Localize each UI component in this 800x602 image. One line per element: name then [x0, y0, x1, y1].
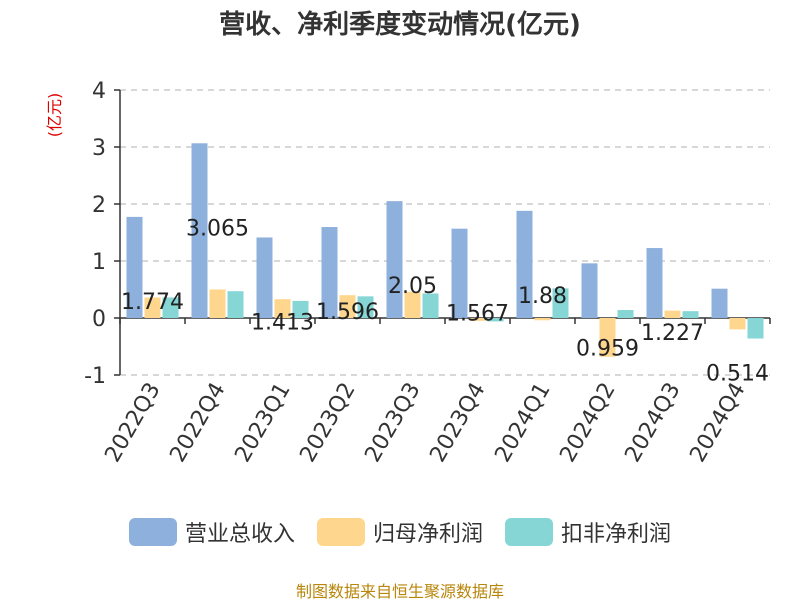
data-label-revenue: 1.227 — [641, 321, 704, 346]
bar-deducted-net-profit — [227, 291, 244, 318]
source-footer: 制图数据来自恒生聚源数据库 — [295, 582, 504, 601]
data-label-revenue: 1.596 — [316, 300, 379, 325]
bar-revenue — [126, 216, 143, 318]
legend-item-revenue[interactable]: 营业总收入 — [128, 516, 295, 548]
bar-deducted-net-profit — [357, 296, 374, 318]
bar-net-profit — [144, 297, 161, 318]
legend-swatch-revenue — [128, 518, 177, 546]
bar-net-profit — [469, 318, 486, 321]
data-label-revenue: 3.065 — [186, 216, 249, 241]
bar-revenue — [321, 227, 338, 318]
x-tick-label: 2022Q4 — [165, 379, 230, 467]
chart-title: 营收、净利季度变动情况(亿元) — [219, 10, 581, 40]
legend: 营业总收入 归母净利润 扣非净利润 — [0, 516, 800, 548]
bar-revenue — [191, 143, 208, 318]
x-tick-label: 2024Q3 — [620, 379, 685, 467]
y-tick-label: 1 — [92, 250, 106, 275]
y-tick-label: 0 — [92, 307, 106, 332]
bar-revenue — [646, 248, 663, 318]
bar-revenue — [256, 237, 273, 318]
bar-deducted-net-profit — [292, 300, 309, 318]
data-label-revenue: 2.05 — [388, 274, 437, 299]
bar-deducted-net-profit — [487, 318, 504, 322]
x-tick-label: 2024Q2 — [555, 379, 620, 467]
legend-label-net-profit: 归母净利润 — [372, 522, 483, 547]
bar-deducted-net-profit — [162, 297, 179, 318]
data-label-revenue: 0.514 — [706, 362, 769, 387]
y-tick-label: 3 — [92, 136, 106, 161]
bar-deducted-net-profit — [747, 318, 764, 339]
bar-deducted-net-profit — [422, 293, 439, 318]
data-label-revenue: 1.774 — [121, 290, 184, 315]
legend-swatch-net-profit — [316, 518, 365, 546]
bar-net-profit — [599, 318, 616, 357]
data-label-revenue: 1.413 — [251, 310, 314, 335]
y-tick-label: 4 — [92, 79, 106, 104]
x-tick-label: 2023Q1 — [230, 379, 295, 467]
data-label-revenue: 1.567 — [446, 302, 509, 327]
legend-item-deducted-net-profit[interactable]: 扣非净利润 — [505, 516, 671, 548]
bar-revenue — [711, 288, 728, 318]
y-tick-label: 2 — [92, 193, 106, 218]
data-label-revenue: 1.88 — [518, 284, 567, 309]
bar-net-profit — [209, 289, 226, 318]
bar-revenue — [581, 263, 598, 318]
bar-net-profit — [729, 318, 746, 330]
bar-net-profit — [274, 299, 291, 318]
bar-net-profit — [534, 318, 551, 321]
y-tick-label: -1 — [84, 364, 106, 389]
bar-revenue — [451, 228, 468, 318]
bar-revenue — [516, 210, 533, 318]
x-tick-label: 2024Q1 — [490, 379, 555, 467]
legend-label-deducted-net-profit: 扣非净利润 — [561, 522, 672, 547]
x-tick-label: 2023Q2 — [295, 379, 360, 467]
x-tick-label: 2024Q4 — [685, 379, 750, 467]
bar-net-profit — [339, 295, 356, 318]
legend-item-net-profit[interactable]: 归母净利润 — [316, 516, 483, 548]
bar-net-profit — [664, 310, 681, 318]
bar-revenue — [386, 201, 403, 318]
bar-deducted-net-profit — [682, 311, 699, 318]
x-tick-label: 2023Q4 — [425, 379, 490, 467]
y-axis-title: (亿元) — [45, 93, 64, 138]
data-labels: 1.774 3.065 1.413 1.596 2.05 1.567 1.88 0.9591.… — [121, 216, 769, 386]
legend-label-revenue: 营业总收入 — [184, 522, 295, 547]
x-tick-label: 2023Q3 — [360, 379, 425, 467]
legend-swatch-deducted-net-profit — [505, 518, 553, 546]
bar-deducted-net-profit — [617, 310, 634, 318]
bar-net-profit — [404, 291, 421, 318]
bars — [126, 143, 764, 357]
x-tick-label: 2022Q3 — [100, 379, 165, 467]
data-label-revenue: 0.959 — [576, 336, 639, 361]
bar-deducted-net-profit — [552, 288, 569, 318]
